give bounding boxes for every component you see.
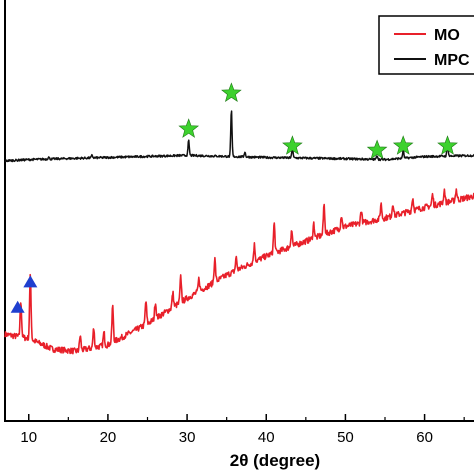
x-axis-title: 2θ (degree) bbox=[230, 451, 320, 470]
plot-area bbox=[4, 0, 474, 422]
x-tick-label: 30 bbox=[179, 429, 196, 446]
x-tick-label: 20 bbox=[100, 429, 117, 446]
legend-label-mpc: MPC bbox=[434, 52, 470, 69]
x-tick-label: 40 bbox=[258, 429, 275, 446]
x-tick-label: 10 bbox=[20, 429, 37, 446]
triangle-marker bbox=[10, 300, 25, 313]
legend-label-mo: MO bbox=[434, 27, 460, 44]
series-layer bbox=[4, 110, 474, 355]
x-tick-label: 50 bbox=[337, 429, 354, 446]
triangle-marker bbox=[23, 275, 38, 288]
series-line-mo bbox=[4, 188, 474, 355]
series-line-mpc bbox=[4, 110, 474, 163]
legend: MO MPC bbox=[378, 15, 474, 75]
star-marker bbox=[282, 135, 303, 155]
x-tick-label: 60 bbox=[416, 429, 433, 446]
x-axis: 10 20 30 40 50 60 bbox=[20, 414, 465, 446]
star-marker bbox=[366, 139, 388, 160]
star-marker bbox=[178, 118, 200, 138]
star-marker bbox=[221, 82, 242, 102]
star-marker bbox=[392, 135, 414, 155]
plot-frame bbox=[4, 0, 474, 422]
marker-layer bbox=[10, 82, 458, 313]
legend-box bbox=[378, 15, 474, 75]
star-marker bbox=[437, 135, 458, 155]
